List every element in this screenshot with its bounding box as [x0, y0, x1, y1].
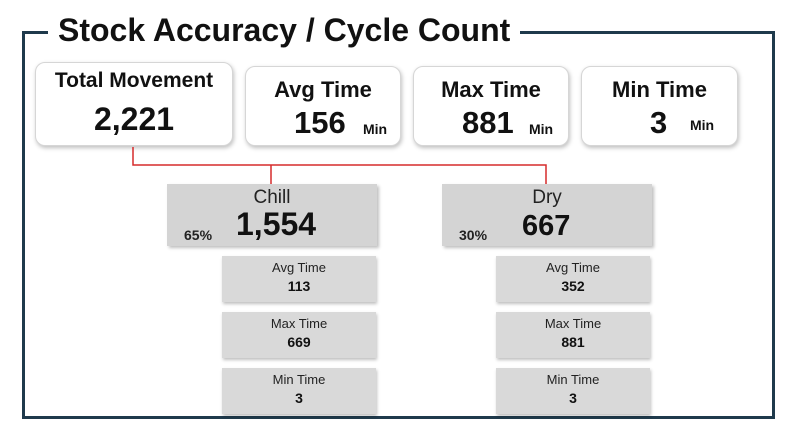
chill-min-time-label: Min Time — [272, 372, 326, 387]
kpi-max-time-value: 881 — [462, 105, 514, 140]
kpi-max-time-card: Max Time 881 Min — [413, 66, 569, 146]
category-dry-box: Dry 30% 667 — [442, 184, 652, 246]
chill-avg-time-label: Avg Time — [272, 260, 326, 275]
dry-avg-time-value: 352 — [561, 278, 585, 294]
kpi-avg-time-card: Avg Time 156 Min — [245, 66, 401, 146]
category-dry-name: Dry — [532, 187, 562, 208]
dry-max-time-value: 881 — [561, 334, 585, 350]
chill-max-time-value: 669 — [287, 334, 311, 350]
dry-avg-time-label: Avg Time — [546, 260, 600, 275]
chill-avg-time-value: 113 — [287, 278, 311, 294]
category-chill-value: 1,554 — [236, 206, 317, 242]
connector-line — [132, 147, 547, 185]
dry-avg-time-box: Avg Time 352 — [496, 256, 650, 302]
kpi-min-time-value: 3 — [650, 105, 668, 140]
category-dry-percent: 30% — [459, 227, 488, 243]
chill-max-time-box: Max Time 669 — [222, 312, 376, 358]
chill-avg-time-box: Avg Time 113 — [222, 256, 376, 302]
dry-min-time-label: Min Time — [546, 372, 600, 387]
kpi-min-time-unit: Min — [690, 117, 715, 133]
category-dry-value: 667 — [522, 210, 571, 242]
dry-min-time-box: Min Time 3 — [496, 368, 650, 414]
kpi-total-movement-value: 2,221 — [93, 101, 175, 137]
category-chill-name: Chill — [253, 187, 291, 208]
kpi-max-time-unit: Min — [529, 121, 554, 137]
category-chill-box: Chill 65% 1,554 — [167, 184, 377, 246]
kpi-avg-time-unit: Min — [363, 121, 388, 137]
dry-min-time-value: 3 — [569, 390, 577, 406]
dry-max-time-label: Max Time — [544, 316, 602, 331]
kpi-avg-time-value: 156 — [294, 105, 346, 140]
kpi-min-time-label: Min Time — [612, 77, 707, 102]
page-title: Stock Accuracy / Cycle Count — [48, 10, 521, 50]
chill-min-time-value: 3 — [295, 390, 303, 406]
dry-max-time-box: Max Time 881 — [496, 312, 650, 358]
chill-min-time-box: Min Time 3 — [222, 368, 376, 414]
kpi-min-time-card: Min Time 3 Min — [581, 66, 738, 146]
kpi-total-movement-label: Total Movement — [54, 69, 214, 92]
kpi-max-time-label: Max Time — [441, 77, 541, 102]
kpi-total-movement-card: Total Movement 2,221 — [35, 62, 233, 146]
kpi-avg-time-label: Avg Time — [274, 77, 372, 102]
chill-max-time-label: Max Time — [270, 316, 328, 331]
category-chill-percent: 65% — [184, 227, 213, 243]
